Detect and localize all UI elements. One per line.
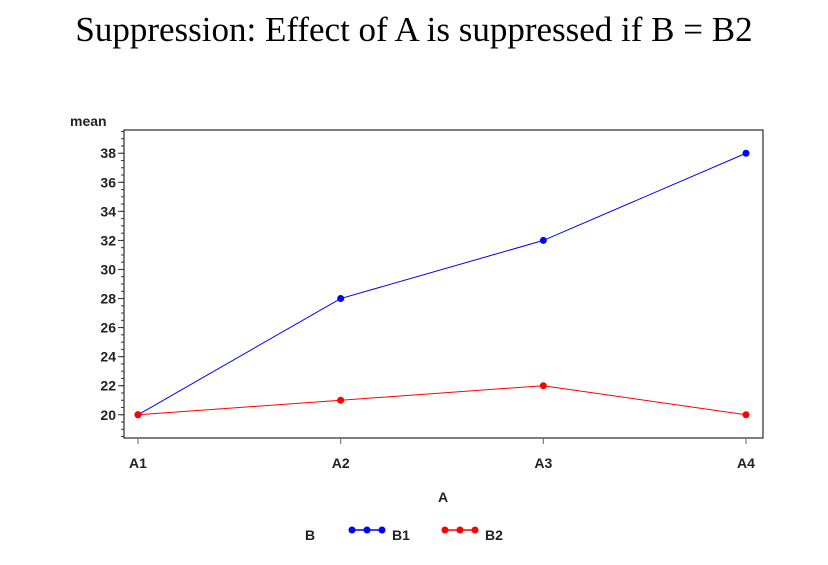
series-line-B2	[137, 385, 747, 416]
y-tick-label: 24	[100, 349, 116, 365]
data-point-B1	[337, 295, 345, 303]
data-point-B2	[134, 411, 142, 419]
data-point-B1	[742, 149, 750, 157]
y-tick-label: 38	[100, 145, 116, 161]
x-tick-label: A3	[534, 455, 552, 471]
x-tick-label: A2	[332, 455, 350, 471]
data-point-B2	[539, 382, 547, 390]
x-axis-label: A	[438, 489, 448, 505]
data-point-B2	[337, 396, 345, 404]
y-tick-label: 20	[100, 407, 116, 423]
x-tick-label: A1	[129, 455, 147, 471]
legend-marker-B2	[441, 526, 449, 534]
y-tick-label: 36	[100, 174, 116, 190]
plot-frame	[123, 129, 764, 439]
y-tick-label: 30	[100, 261, 116, 277]
legend-label-B2: B2	[485, 527, 503, 543]
series-line-B1	[137, 152, 747, 416]
legend-marker-B2	[471, 526, 479, 534]
y-tick-label: 26	[100, 320, 116, 336]
data-point-B2	[742, 411, 750, 419]
legend-marker-B1	[363, 526, 371, 534]
data-point-B1	[539, 236, 547, 244]
y-axis-label: mean	[70, 113, 107, 129]
legend-title: B	[305, 527, 315, 543]
legend-marker-B1	[378, 526, 386, 534]
y-tick-label: 22	[100, 378, 116, 394]
y-tick-label: 28	[100, 291, 116, 307]
x-tick-label: A4	[737, 455, 755, 471]
chart-title: Suppression: Effect of A is suppressed i…	[75, 10, 753, 49]
legend-marker-B2	[456, 526, 464, 534]
legend-label-B1: B1	[392, 527, 410, 543]
y-tick-label: 32	[100, 232, 116, 248]
y-tick-label: 34	[100, 203, 116, 219]
legend-marker-B1	[348, 526, 356, 534]
